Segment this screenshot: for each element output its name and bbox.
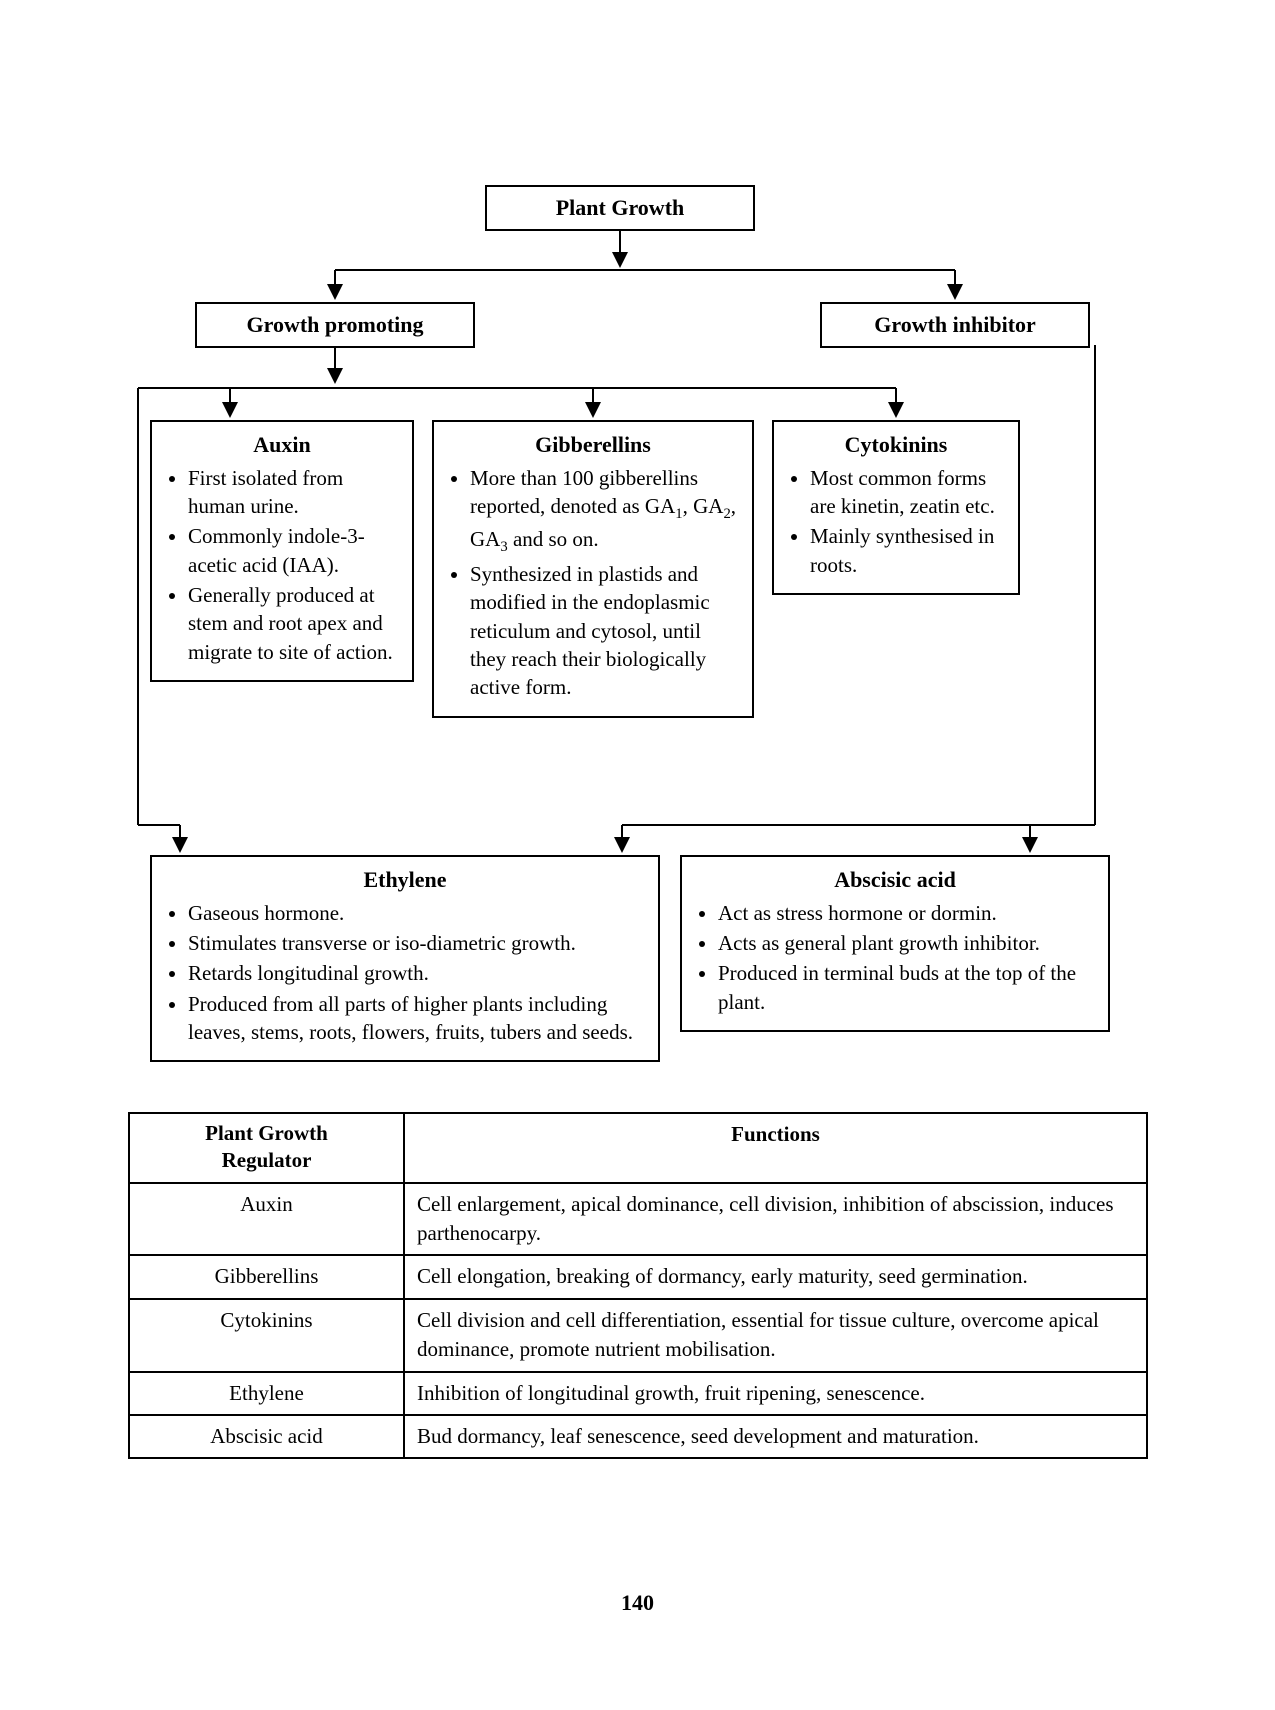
bullet-list: First isolated from human urine. Commonl…: [164, 464, 400, 666]
bullet: Most common forms are kinetin, zeatin et…: [810, 464, 1006, 521]
node-growth-promoting: Growth promoting: [195, 302, 475, 348]
table-row: Gibberellins Cell elongation, breaking o…: [129, 1255, 1147, 1298]
cell-function: Cell enlargement, apical dominance, cell…: [404, 1183, 1147, 1256]
node-title: Abscisic acid: [694, 865, 1096, 895]
bullet: Retards longitudinal growth.: [188, 959, 646, 987]
bullet: More than 100 gibberellins reported, den…: [470, 464, 740, 558]
table-row: Ethylene Inhibition of longitudinal grow…: [129, 1372, 1147, 1415]
cell-regulator: Abscisic acid: [129, 1415, 404, 1458]
node-ethylene: Ethylene Gaseous hormone. Stimulates tra…: [150, 855, 660, 1062]
page-number: 140: [0, 1590, 1275, 1616]
cell-regulator: Auxin: [129, 1183, 404, 1256]
bullet: Commonly indole-3-acetic acid (IAA).: [188, 522, 400, 579]
node-label: Growth promoting: [246, 312, 423, 337]
bullet: First isolated from human urine.: [188, 464, 400, 521]
bullet: Synthesized in plastids and modified in …: [470, 560, 740, 702]
functions-table: Plant GrowthRegulator Functions Auxin Ce…: [128, 1112, 1148, 1459]
node-abscisic-acid: Abscisic acid Act as stress hormone or d…: [680, 855, 1110, 1032]
table-row: Abscisic acid Bud dormancy, leaf senesce…: [129, 1415, 1147, 1458]
bullet-list: More than 100 gibberellins reported, den…: [446, 464, 740, 702]
cell-function: Cell division and cell differentiation, …: [404, 1299, 1147, 1372]
bullet-list: Most common forms are kinetin, zeatin et…: [786, 464, 1006, 579]
bullet: Produced in terminal buds at the top of …: [718, 959, 1096, 1016]
node-title: Gibberellins: [446, 430, 740, 460]
node-auxin: Auxin First isolated from human urine. C…: [150, 420, 414, 682]
node-title: Ethylene: [164, 865, 646, 895]
bullet-list: Act as stress hormone or dormin. Acts as…: [694, 899, 1096, 1016]
bullet: Generally produced at stem and root apex…: [188, 581, 400, 666]
node-plant-growth: Plant Growth: [485, 185, 755, 231]
header-text: Plant GrowthRegulator: [205, 1120, 328, 1175]
bullet: Produced from all parts of higher plants…: [188, 990, 646, 1047]
table-row: Cytokinins Cell division and cell differ…: [129, 1299, 1147, 1372]
page: Plant Growth Growth promoting Growth inh…: [0, 0, 1275, 1710]
node-growth-inhibitor: Growth inhibitor: [820, 302, 1090, 348]
table-row: Auxin Cell enlargement, apical dominance…: [129, 1183, 1147, 1256]
bullet: Stimulates transverse or iso-diametric g…: [188, 929, 646, 957]
node-gibberellins: Gibberellins More than 100 gibberellins …: [432, 420, 754, 718]
cell-regulator: Ethylene: [129, 1372, 404, 1415]
node-title: Cytokinins: [786, 430, 1006, 460]
cell-regulator: Cytokinins: [129, 1299, 404, 1372]
cell-regulator: Gibberellins: [129, 1255, 404, 1298]
cell-function: Bud dormancy, leaf senescence, seed deve…: [404, 1415, 1147, 1458]
bullet: Acts as general plant growth inhibitor.: [718, 929, 1096, 957]
node-title: Auxin: [164, 430, 400, 460]
node-cytokinins: Cytokinins Most common forms are kinetin…: [772, 420, 1020, 595]
cell-function: Inhibition of longitudinal growth, fruit…: [404, 1372, 1147, 1415]
cell-function: Cell elongation, breaking of dormancy, e…: [404, 1255, 1147, 1298]
node-label: Growth inhibitor: [874, 312, 1036, 337]
table-header-functions: Functions: [404, 1113, 1147, 1183]
bullet: Act as stress hormone or dormin.: [718, 899, 1096, 927]
bullet: Mainly synthesised in roots.: [810, 522, 1006, 579]
node-label: Plant Growth: [556, 195, 685, 220]
bullet-list: Gaseous hormone. Stimulates transverse o…: [164, 899, 646, 1047]
bullet: Gaseous hormone.: [188, 899, 646, 927]
table-header-regulator: Plant GrowthRegulator: [129, 1113, 404, 1183]
